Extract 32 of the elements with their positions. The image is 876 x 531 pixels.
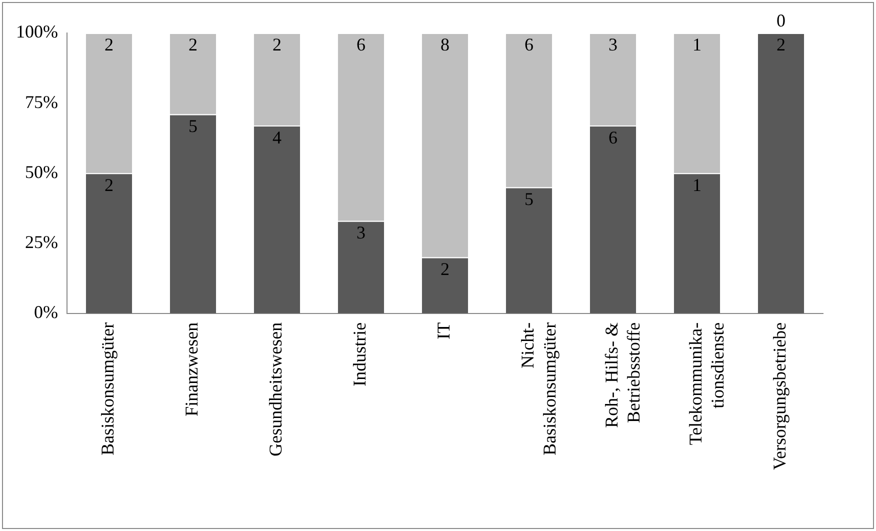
annotation: 0 (776, 10, 786, 31)
x-tick-label: Nicht- Basiskonsumgüter (518, 322, 560, 456)
annotation: 6 (356, 34, 366, 55)
annotation: 3 (608, 34, 618, 55)
annotation: 4 (272, 127, 282, 148)
annotation: 3 (356, 222, 366, 243)
annotation: 2 (188, 34, 198, 55)
x-tick-label: IT (434, 322, 454, 340)
x-tick-label: Versorgungsbetriebe (770, 322, 790, 470)
annotation: 1 (692, 174, 702, 195)
y-tick-label: 100% (16, 22, 58, 42)
y-tick-label: 25% (24, 232, 58, 252)
x-tick-label: Roh-, Hilfs- & Betriebsstoffe (602, 322, 644, 428)
y-tick-label: 0% (34, 302, 58, 322)
x-tick-label: Finanzwesen (182, 322, 202, 416)
annotation: 5 (188, 116, 198, 136)
x-tick-label: Gesundheitswesen (266, 322, 286, 456)
annotation: 5 (524, 188, 534, 209)
y-tick-label: 50% (24, 162, 58, 182)
x-tick-label: Telekommunika- tionsdienste (686, 322, 728, 446)
y-tick-label: 75% (24, 92, 58, 112)
annotation: 2 (104, 174, 114, 195)
annotation: 2 (776, 34, 786, 55)
annotation: 2 (272, 34, 282, 55)
annotation: 6 (524, 34, 534, 55)
annotation: 2 (440, 259, 450, 280)
annotation: 1 (692, 34, 702, 55)
x-tick-label: Basiskonsumgüter (98, 322, 118, 456)
annotation: 6 (608, 127, 618, 148)
annotation: 2 (104, 34, 114, 55)
annotation: 8 (440, 34, 450, 55)
x-tick-label: Industrie (350, 322, 370, 386)
